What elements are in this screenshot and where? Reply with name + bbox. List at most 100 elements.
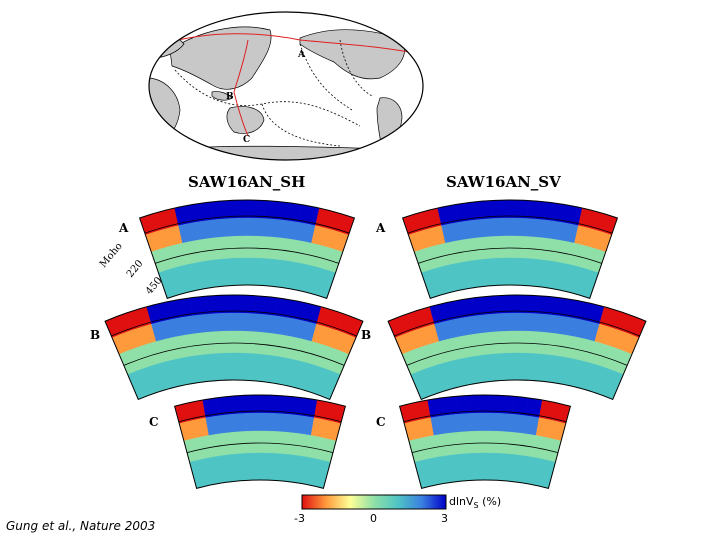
- section-c-left-cell: [232, 413, 248, 433]
- section-b-left-cell: [197, 353, 218, 383]
- section-a-left-cell: [229, 217, 248, 237]
- section-b-left-moho-line: [111, 310, 357, 337]
- section-c-right-moho-line: [403, 410, 567, 423]
- section-c-left-cell: [272, 413, 288, 433]
- section-c-right-cell: [444, 413, 460, 434]
- section-b-right-cell: [516, 330, 537, 354]
- section-a-right-fill: [402, 200, 618, 299]
- map-point-label-2: C: [243, 135, 250, 145]
- section-b-left-cell: [233, 312, 256, 332]
- section-path-a: [162, 33, 421, 55]
- section-b-right-220-line: [406, 342, 628, 366]
- section-label-b-right: B: [361, 328, 372, 342]
- asia-land: [169, 26, 272, 90]
- section-c-right-cell: [497, 413, 513, 433]
- right-title: SAW16AN_SV: [446, 173, 561, 191]
- section-c-left-cell: [247, 452, 261, 481]
- section-b-left-cell: [171, 315, 196, 338]
- section-label-a-right: A: [376, 221, 386, 235]
- section-b-right-cell: [516, 312, 539, 332]
- section-b-left-220-line: [123, 342, 345, 366]
- section-label-b-left: B: [90, 328, 101, 342]
- section-c-right-cell: [471, 430, 486, 454]
- section-b-right-cell: [475, 313, 498, 334]
- section-b-right-cell: [495, 312, 518, 332]
- section-a-left-cell: [214, 236, 233, 260]
- section-a-right: [401, 199, 619, 299]
- section-a-right-cell: [477, 236, 496, 260]
- section-a-right-cell: [475, 218, 494, 239]
- section-a-right-220-line: [418, 247, 602, 264]
- section-c-right-220-line: [411, 442, 559, 453]
- section-b-right-cell: [454, 315, 479, 338]
- section-a-right-cell: [509, 217, 528, 237]
- section-c-right-outline: [398, 394, 572, 489]
- section-b-left-fill: [105, 295, 363, 400]
- section-c-left-cell: [236, 453, 250, 482]
- section-a-right-cell: [542, 219, 562, 241]
- section-b-left-cell: [233, 352, 253, 381]
- section-b-left-cell: [253, 313, 276, 334]
- section-a-right-cell: [494, 257, 511, 286]
- section-a-left-moho-line: [144, 215, 350, 234]
- section-b-left-cell: [233, 330, 254, 354]
- citation: Gung et al., Nature 2003: [6, 519, 156, 533]
- section-label-c-left: C: [149, 415, 159, 429]
- section-b-right-cell: [516, 352, 536, 381]
- section-label-c-right: C: [376, 415, 386, 429]
- section-c-right-cell: [484, 452, 498, 481]
- plate-boundary-1: [261, 103, 341, 147]
- section-b-right-cell: [555, 315, 580, 338]
- colorbar-unit-tail: (%): [478, 495, 502, 508]
- section-c-right-cell: [457, 413, 473, 433]
- section-a-left-cell: [212, 218, 231, 239]
- section-c-left-outline: [173, 394, 347, 489]
- section-c-right-cell: [471, 412, 486, 432]
- section-a-right-cell: [509, 235, 527, 259]
- south-america-land: [376, 97, 403, 157]
- colorbar: [301, 494, 447, 510]
- section-c-right-cell: [496, 431, 511, 455]
- colorbar-tick-max: 3: [441, 512, 448, 525]
- section-label-a-left: A: [119, 221, 129, 235]
- section-a-left: [138, 199, 356, 299]
- section-b-left-cell: [212, 312, 235, 332]
- section-b-left-cell: [214, 330, 235, 354]
- section-a-left-cell: [246, 217, 265, 237]
- section-b-right-cell: [498, 352, 518, 381]
- section-c-left-cell: [219, 413, 235, 434]
- section-b-right-cell: [480, 353, 501, 383]
- section-a-left-cell: [246, 257, 263, 286]
- section-b-right-moho-line: [394, 310, 640, 337]
- section-a-left-cell: [231, 257, 248, 286]
- section-c-right: [398, 394, 572, 489]
- map-point-label-1: B: [226, 92, 234, 102]
- section-c-right-cell: [461, 453, 475, 482]
- section-a-left-cell: [246, 235, 264, 259]
- colorbar-unit: dlnVS (%): [449, 495, 501, 510]
- section-b-right-outline: [387, 294, 647, 401]
- plate-boundary-3: [339, 39, 373, 97]
- moho-label: Moho: [98, 241, 125, 270]
- section-c-left-moho-line: [178, 410, 342, 423]
- section-c-left-cell: [234, 431, 249, 455]
- section-a-right-cell: [524, 236, 543, 260]
- section-c-right-cell: [484, 412, 499, 432]
- map-outline: [148, 11, 424, 161]
- section-b-right-cell: [536, 313, 559, 334]
- antarctica-land: [159, 145, 421, 160]
- section-c-left-cell: [285, 413, 301, 434]
- section-c-right-cell: [484, 430, 499, 454]
- section-a-left-fill: [139, 199, 355, 299]
- section-c-left-cell: [259, 412, 274, 432]
- colorbar-tick-mid: 0: [370, 512, 377, 525]
- section-a-right-moho-line: [407, 215, 613, 234]
- section-c-left-cell: [246, 430, 261, 454]
- section-a-left-cell: [216, 258, 234, 287]
- section-b-left: [104, 294, 364, 401]
- section-a-left-cell: [195, 219, 215, 241]
- section-c-left-fill: [174, 395, 346, 489]
- australia-land: [226, 106, 265, 134]
